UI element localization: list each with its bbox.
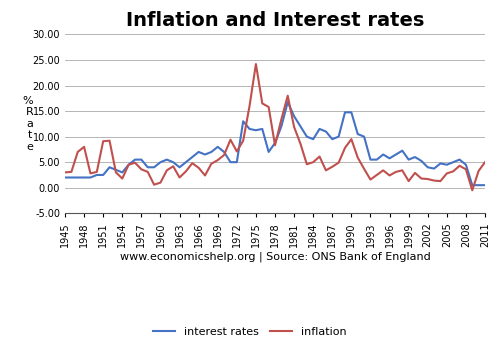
Line: interest rates: interest rates	[65, 102, 485, 185]
inflation	[94, 170, 100, 174]
inflation	[482, 160, 488, 164]
interest rates	[62, 175, 68, 180]
interest rates	[450, 160, 456, 164]
inflation	[260, 101, 266, 106]
inflation	[253, 62, 259, 66]
interest rates	[113, 168, 119, 172]
Legend: interest rates, inflation: interest rates, inflation	[148, 323, 352, 342]
interest rates	[94, 173, 100, 177]
Title: Inflation and Interest rates: Inflation and Interest rates	[126, 11, 424, 30]
interest rates	[234, 160, 240, 164]
interest rates	[386, 156, 392, 160]
inflation	[234, 149, 240, 153]
inflation	[113, 170, 119, 174]
inflation	[62, 170, 68, 174]
interest rates	[253, 128, 259, 132]
interest rates	[284, 100, 290, 104]
Line: inflation: inflation	[65, 64, 485, 190]
Y-axis label: % 
R
a
t
e: % R a t e	[22, 96, 36, 152]
X-axis label: www.economicshelp.org | Source: ONS Bank of England: www.economicshelp.org | Source: ONS Bank…	[120, 251, 430, 262]
interest rates	[470, 183, 476, 187]
inflation	[470, 188, 476, 192]
inflation	[450, 169, 456, 173]
interest rates	[482, 183, 488, 187]
inflation	[386, 173, 392, 178]
